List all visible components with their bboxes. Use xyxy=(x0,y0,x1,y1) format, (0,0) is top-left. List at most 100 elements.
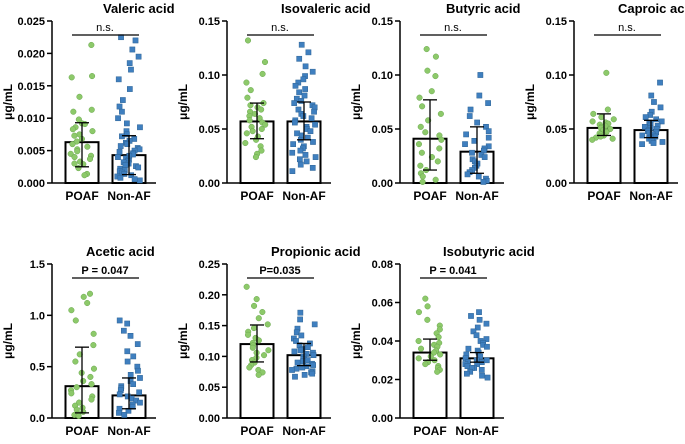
data-point-nonaf xyxy=(310,362,316,368)
data-point-nonaf xyxy=(467,106,474,113)
data-point-nonaf xyxy=(657,79,663,86)
chart-panel-5: Acetic acid μg/mL 0.0 0.5 1.0 1.5 POAF Non-AF P … xyxy=(1,244,156,438)
y-tick-label: 0.020 xyxy=(17,48,45,60)
data-point-poaf xyxy=(415,337,422,345)
data-point-poaf xyxy=(71,160,78,167)
data-point-poaf xyxy=(249,344,256,351)
data-point-nonaf xyxy=(479,372,485,379)
data-point-nonaf xyxy=(289,149,296,156)
data-point-poaf xyxy=(423,46,430,53)
data-point-nonaf xyxy=(116,149,123,155)
data-point-nonaf xyxy=(298,41,305,48)
data-point-nonaf xyxy=(483,336,490,342)
y-tick-label: 0.05 xyxy=(372,124,393,136)
data-point-poaf xyxy=(75,165,82,172)
data-point-nonaf xyxy=(305,49,312,56)
data-point-poaf xyxy=(72,317,79,324)
data-point-nonaf xyxy=(464,171,471,178)
x-category-label: POAF xyxy=(587,189,620,203)
y-axis-label: μg/mL xyxy=(176,323,190,359)
y-tick-label: 0.005 xyxy=(17,146,45,158)
data-point-poaf xyxy=(589,136,596,143)
data-point-poaf xyxy=(589,118,596,125)
data-point-nonaf xyxy=(485,100,491,106)
data-point-nonaf xyxy=(476,316,483,323)
data-point-nonaf xyxy=(127,372,134,378)
y-tick-label: 0.025 xyxy=(17,16,45,28)
data-point-nonaf xyxy=(310,352,317,359)
y-tick-label: 0.00 xyxy=(546,178,567,190)
data-point-nonaf xyxy=(291,119,298,126)
y-tick-label: 0.5 xyxy=(30,362,45,374)
data-point-poaf xyxy=(75,412,82,419)
data-point-nonaf xyxy=(639,141,645,147)
data-point-poaf xyxy=(68,390,75,397)
data-point-nonaf xyxy=(483,357,490,364)
chart-panel-2: Isovaleric acid μg/mL 0.00 0.05 0.10 0.15 POAF… xyxy=(176,1,371,203)
data-point-nonaf xyxy=(120,97,126,103)
data-point-nonaf xyxy=(475,173,482,180)
data-point-nonaf xyxy=(297,347,304,354)
y-axis-label: μg/mL xyxy=(176,84,190,120)
data-point-poaf xyxy=(437,110,444,117)
x-category-label: Non-AF xyxy=(455,189,498,203)
data-point-nonaf xyxy=(462,141,468,147)
y-tick-label: 0.015 xyxy=(17,81,45,93)
y-tick-label: 0.10 xyxy=(199,351,220,363)
x-category-label: POAF xyxy=(240,189,273,203)
data-point-nonaf xyxy=(481,154,488,160)
significance-label: n.s. xyxy=(444,22,462,34)
data-point-nonaf xyxy=(471,138,478,144)
data-point-poaf xyxy=(609,135,616,142)
data-point-nonaf xyxy=(116,103,123,110)
data-point-nonaf xyxy=(115,76,122,83)
data-point-nonaf xyxy=(309,370,316,377)
x-category-label: Non-AF xyxy=(107,424,150,438)
data-point-poaf xyxy=(590,110,597,117)
data-point-nonaf xyxy=(651,99,657,105)
data-point-nonaf xyxy=(484,374,491,381)
x-category-label: POAF xyxy=(413,424,446,438)
y-tick-label: 0.00 xyxy=(199,178,220,190)
data-point-poaf xyxy=(243,283,250,290)
data-point-poaf xyxy=(80,377,87,385)
data-point-poaf xyxy=(428,88,435,95)
data-point-nonaf xyxy=(291,348,298,355)
y-axis-label: μg/mL xyxy=(1,323,15,359)
data-point-poaf xyxy=(424,316,431,323)
data-point-nonaf xyxy=(301,372,308,378)
data-point-poaf xyxy=(418,149,425,156)
significance-label: n.s. xyxy=(271,22,289,34)
data-point-nonaf xyxy=(302,63,309,70)
data-point-nonaf xyxy=(124,358,131,365)
x-category-label: Non-AF xyxy=(282,424,325,438)
chart-title: Caproic acid xyxy=(618,1,685,16)
data-point-nonaf xyxy=(132,37,139,44)
data-point-nonaf xyxy=(126,86,133,92)
data-point-nonaf xyxy=(309,68,316,75)
data-point-nonaf xyxy=(474,324,481,331)
data-point-poaf xyxy=(258,125,265,133)
data-point-nonaf xyxy=(120,327,127,334)
data-point-nonaf xyxy=(301,92,308,99)
data-point-nonaf xyxy=(300,113,307,119)
data-point-nonaf xyxy=(115,154,121,160)
data-point-nonaf xyxy=(483,320,490,327)
data-point-poaf xyxy=(419,103,426,110)
data-point-nonaf xyxy=(307,128,314,135)
data-point-poaf xyxy=(258,147,265,154)
data-point-poaf xyxy=(431,349,438,356)
data-point-poaf xyxy=(415,355,422,362)
x-category-label: Non-AF xyxy=(455,424,498,438)
data-point-poaf xyxy=(68,307,75,314)
data-point-poaf xyxy=(265,347,272,354)
y-tick-label: 0.04 xyxy=(372,336,394,348)
y-tick-label: 0.0 xyxy=(30,413,45,425)
data-point-nonaf xyxy=(642,114,649,120)
data-point-poaf xyxy=(253,136,260,143)
data-point-nonaf xyxy=(473,332,480,339)
y-tick-label: 0.00 xyxy=(199,413,220,425)
data-point-nonaf xyxy=(126,60,133,66)
y-tick-label: 0.15 xyxy=(372,16,393,28)
data-point-poaf xyxy=(424,303,431,310)
